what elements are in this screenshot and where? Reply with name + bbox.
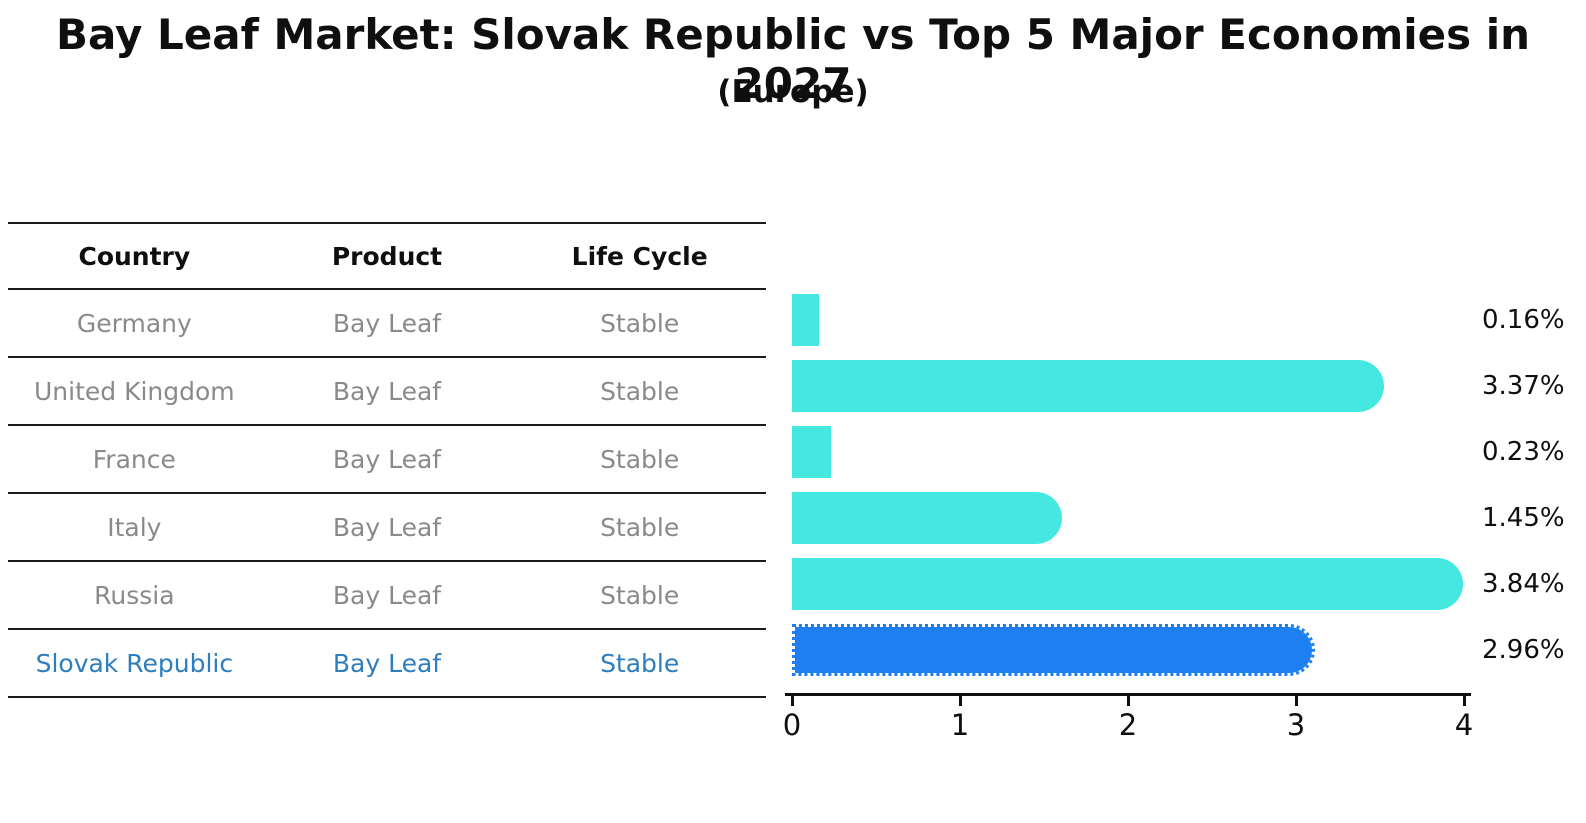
bar-slovak-republic [792,624,1315,676]
table-row-italy: Italy Bay Leaf Stable [8,494,766,562]
value-label-slovak-republic: 2.96% [1482,635,1565,665]
cell-life-cycle: Stable [600,376,680,406]
table-row-russia: Russia Bay Leaf Stable [8,562,766,630]
bar-united-kingdom [792,360,1384,412]
column-header-product: Product [331,241,443,271]
value-label-russia: 3.84% [1482,569,1565,599]
cell-country: Germany [76,308,192,338]
cell-product: Bay Leaf [332,512,442,542]
bar-france [792,426,831,478]
table-header-row: Country Product Life Cycle [8,224,766,290]
cell-life-cycle: Stable [600,648,680,678]
x-tick-mark-3 [1295,696,1298,706]
x-tick-mark-2 [1127,696,1130,706]
cell-life-cycle: Stable [600,580,680,610]
column-header-life-cycle: Life Cycle [571,241,708,271]
cell-life-cycle: Stable [600,444,680,474]
chart-subtitle: (Europe) [717,74,869,110]
value-label-germany: 0.16% [1482,305,1565,335]
table-body: Germany Bay Leaf Stable United Kingdom Bay L… [8,290,766,698]
cell-product: Bay Leaf [332,444,442,474]
x-tick-mark-1 [959,696,962,706]
bar-germany [792,294,819,346]
bar-italy [792,492,1062,544]
cell-product: Bay Leaf [332,376,442,406]
chart-title: Bay Leaf Market: Slovak Republic vs Top … [55,10,1531,108]
value-label-italy: 1.45% [1482,503,1565,533]
value-label-france: 0.23% [1482,437,1565,467]
column-header-country: Country [78,241,191,271]
cell-country: Russia [94,580,175,610]
x-tick-mark-0 [791,696,794,706]
x-tick-label-0: 0 [782,708,802,742]
value-label-column: 0.16% 3.37% 0.23% 1.45% 3.84% 2.96% [1482,222,1582,683]
x-axis: 0 1 2 3 4 [783,693,1473,753]
x-tick-mark-4 [1463,696,1466,706]
table-row-germany: Germany Bay Leaf Stable [8,290,766,358]
cell-country: France [92,444,176,474]
x-tick-label-3: 3 [1286,708,1306,742]
cell-product: Bay Leaf [332,580,442,610]
comparison-table: Country Product Life Cycle Germany Bay Le… [8,222,766,698]
x-tick-label-4: 4 [1454,708,1474,742]
x-axis-line [785,693,1471,696]
table-row-slovak-republic: Slovak Republic Bay Leaf Stable [8,630,766,698]
cell-country: United Kingdom [33,376,235,406]
table-row-france: France Bay Leaf Stable [8,426,766,494]
cell-country: Italy [107,512,162,542]
cell-product: Bay Leaf [332,648,442,678]
value-label-united-kingdom: 3.37% [1482,371,1565,401]
cell-country: Slovak Republic [35,648,234,678]
cell-product: Bay Leaf [332,308,442,338]
x-tick-label-1: 1 [950,708,970,742]
cell-life-cycle: Stable [600,308,680,338]
cell-life-cycle: Stable [600,512,680,542]
bar-plot-area [792,222,1472,683]
x-tick-label-2: 2 [1118,708,1138,742]
bar-russia [792,558,1463,610]
table-row-united-kingdom: United Kingdom Bay Leaf Stable [8,358,766,426]
